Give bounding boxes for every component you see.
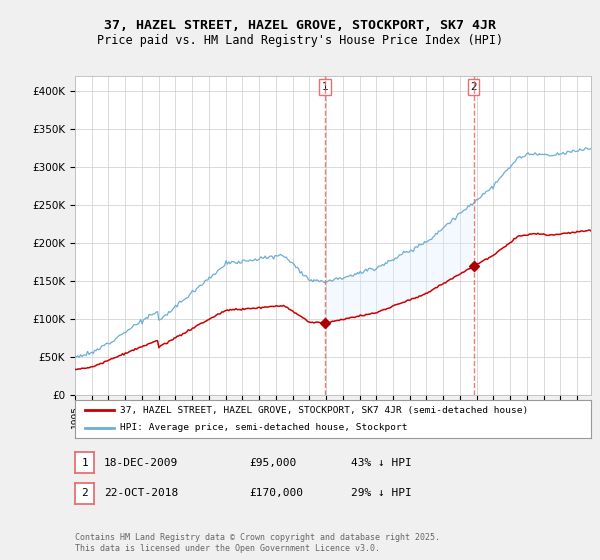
Text: 1: 1 [322, 82, 329, 92]
Text: 22-OCT-2018: 22-OCT-2018 [104, 488, 178, 498]
Text: 18-DEC-2009: 18-DEC-2009 [104, 458, 178, 468]
Text: 37, HAZEL STREET, HAZEL GROVE, STOCKPORT, SK7 4JR: 37, HAZEL STREET, HAZEL GROVE, STOCKPORT… [104, 18, 496, 32]
Text: 2: 2 [470, 82, 477, 92]
Text: £95,000: £95,000 [249, 458, 296, 468]
Text: Price paid vs. HM Land Registry's House Price Index (HPI): Price paid vs. HM Land Registry's House … [97, 34, 503, 47]
Text: 2: 2 [81, 488, 88, 498]
Text: 43% ↓ HPI: 43% ↓ HPI [351, 458, 412, 468]
Text: HPI: Average price, semi-detached house, Stockport: HPI: Average price, semi-detached house,… [121, 423, 408, 432]
Text: 1: 1 [81, 458, 88, 468]
Text: £170,000: £170,000 [249, 488, 303, 498]
Text: Contains HM Land Registry data © Crown copyright and database right 2025.
This d: Contains HM Land Registry data © Crown c… [75, 533, 440, 553]
Text: 37, HAZEL STREET, HAZEL GROVE, STOCKPORT, SK7 4JR (semi-detached house): 37, HAZEL STREET, HAZEL GROVE, STOCKPORT… [121, 405, 529, 414]
Text: 29% ↓ HPI: 29% ↓ HPI [351, 488, 412, 498]
